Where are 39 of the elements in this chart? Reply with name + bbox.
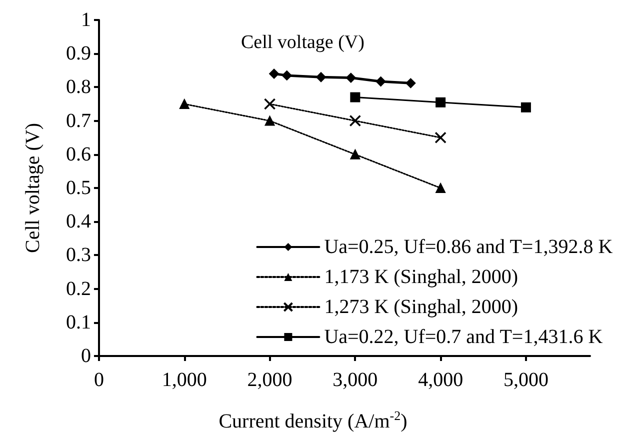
text: Cell voltage (V) [241, 32, 364, 53]
x-tick-label: 3,000 [332, 369, 378, 391]
y-tick-label: 0.6 [66, 143, 91, 166]
y-axis-title: Cell voltage (V) [22, 123, 44, 253]
point [350, 92, 360, 102]
point [350, 149, 360, 160]
x-tick-label: 4,000 [418, 369, 464, 391]
x-tick-label: 1,000 [162, 369, 207, 391]
point [434, 132, 446, 144]
point [269, 68, 280, 79]
y-tick-label: 0.9 [66, 42, 91, 65]
y-tick-label: 0.7 [66, 110, 91, 132]
legend-label: Ua=0.25, Uf=0.86 and T=1,392.8 K [324, 236, 614, 258]
point [436, 183, 446, 193]
y-tick-label: 0.8 [66, 76, 91, 98]
legend-label: 1,173 K (Singhal, 2000) [324, 266, 518, 288]
point [179, 99, 190, 109]
point [376, 76, 386, 86]
legend-label: 1,273 K (Singhal, 2000) [324, 296, 518, 318]
x-axis-title: Current density (A/m$^{-2}$) [218, 408, 408, 434]
point [264, 116, 275, 126]
point [346, 72, 356, 83]
point [436, 97, 446, 108]
y-tick-label: 0.2 [66, 278, 91, 300]
y-tick-label: 0.4 [66, 210, 91, 233]
point [282, 70, 292, 80]
point [520, 102, 531, 112]
x-tick-label: 2,000 [247, 369, 292, 391]
point [264, 98, 276, 110]
point [349, 114, 362, 127]
y-tick-label: 1 [81, 9, 91, 31]
point [316, 72, 326, 82]
y-tick-label: 0.1 [66, 311, 91, 334]
y-tick-label: 0.3 [66, 244, 91, 266]
legend-label: Ua=0.22, Uf=0.7 and T=1,431.6 K [324, 326, 604, 348]
y-tick-label: 0.5 [66, 177, 91, 199]
point [406, 78, 416, 88]
y-tick-label: 0 [81, 345, 91, 367]
x-tick-label: 5,000 [503, 369, 548, 391]
